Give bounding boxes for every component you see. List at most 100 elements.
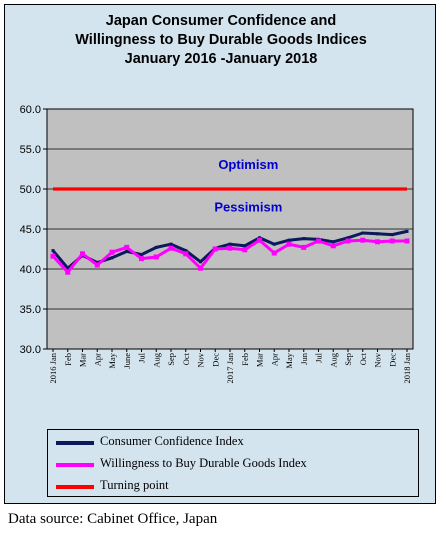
x-tick-label: Aug — [328, 352, 338, 367]
x-tick-label: May — [107, 352, 117, 368]
data-point-willingness-to-buy-durable-goods-index — [212, 246, 218, 252]
y-tick-label: 40.0 — [20, 264, 41, 276]
data-point-willingness-to-buy-durable-goods-index — [50, 253, 56, 259]
data-point-willingness-to-buy-durable-goods-index — [301, 244, 307, 250]
x-tick-label: Sep — [343, 353, 353, 366]
y-tick-label: 55.0 — [20, 144, 41, 156]
chart-frame: Japan Consumer Confidence and Willingness… — [4, 4, 436, 504]
x-tick-label: Oct — [181, 352, 191, 365]
data-point-consumer-confidence-index — [125, 249, 129, 253]
data-point-willingness-to-buy-durable-goods-index — [242, 247, 248, 253]
data-point-consumer-confidence-index — [376, 232, 379, 236]
data-point-willingness-to-buy-durable-goods-index — [198, 265, 203, 271]
data-point-willingness-to-buy-durable-goods-index — [375, 239, 380, 245]
y-tick-label: 30.0 — [20, 344, 41, 356]
x-tick-label: Sep — [166, 353, 176, 366]
x-tick-label: Dec — [387, 353, 397, 367]
data-source-note: Data source: Cabinet Office, Japan — [8, 511, 218, 527]
data-point-willingness-to-buy-durable-goods-index — [316, 238, 321, 244]
x-tick-label: Mar — [78, 353, 88, 367]
data-point-willingness-to-buy-durable-goods-index — [109, 249, 115, 255]
data-point-consumer-confidence-index — [390, 233, 394, 237]
x-tick-label: June — [122, 353, 132, 369]
legend-item-turning-point: Turning point — [54, 476, 414, 496]
data-point-consumer-confidence-index — [66, 266, 70, 270]
x-tick-label: 2016 Jan — [48, 352, 58, 383]
x-tick-label: Jun — [299, 352, 309, 365]
y-tick-label: 45.0 — [20, 224, 41, 236]
x-tick-label: Feb — [240, 353, 250, 366]
x-tick-label: Feb — [63, 353, 73, 366]
data-point-consumer-confidence-index — [361, 231, 365, 235]
data-point-consumer-confidence-index — [302, 237, 306, 241]
x-tick-label: Jul — [314, 352, 324, 363]
chart-title-line: January 2016 -January 2018 — [125, 51, 318, 67]
data-point-willingness-to-buy-durable-goods-index — [360, 237, 366, 243]
data-point-willingness-to-buy-durable-goods-index — [139, 256, 144, 262]
x-tick-label: May — [284, 352, 294, 368]
data-point-willingness-to-buy-durable-goods-index — [168, 245, 174, 251]
data-point-willingness-to-buy-durable-goods-index — [257, 237, 262, 243]
data-point-consumer-confidence-index — [287, 238, 291, 242]
data-point-willingness-to-buy-durable-goods-index — [80, 251, 85, 257]
x-tick-label: Nov — [196, 352, 206, 367]
legend-swatch-consumer-confidence — [56, 441, 94, 445]
data-point-consumer-confidence-index — [243, 244, 247, 248]
x-tick-label: 2018 Jan — [402, 352, 412, 383]
data-point-consumer-confidence-index — [228, 242, 232, 246]
data-point-consumer-confidence-index — [154, 245, 158, 249]
data-point-consumer-confidence-index — [184, 249, 188, 253]
x-tick-label: Apr — [269, 353, 279, 366]
x-tick-label: Aug — [151, 352, 161, 367]
data-point-consumer-confidence-index — [199, 260, 202, 264]
data-point-willingness-to-buy-durable-goods-index — [286, 241, 292, 247]
data-point-willingness-to-buy-durable-goods-index — [183, 251, 189, 257]
data-point-willingness-to-buy-durable-goods-index — [124, 244, 130, 250]
y-axis-ticks: 60.0 55.0 50.0 45.0 40.0 35.0 30.0 — [20, 104, 47, 356]
chart-title-line: Willingness to Buy Durable Goods Indices — [75, 32, 367, 48]
data-point-willingness-to-buy-durable-goods-index — [94, 262, 100, 268]
chart-title-line: Japan Consumer Confidence and — [106, 13, 336, 29]
y-tick-label: 35.0 — [20, 304, 41, 316]
x-axis-ticks: 2016 Jan Feb Mar Apr May June Jul Aug Sep Oct Nov D… — [48, 349, 412, 383]
legend: Consumer Confidence Index Willingness to… — [47, 429, 419, 497]
x-tick-label: Apr — [92, 353, 102, 366]
x-tick-label: Nov — [373, 352, 383, 367]
x-tick-label: Oct — [358, 352, 368, 365]
data-point-willingness-to-buy-durable-goods-index — [153, 254, 159, 260]
data-point-consumer-confidence-index — [169, 242, 173, 246]
data-point-consumer-confidence-index — [110, 256, 114, 260]
legend-swatch-willingness — [56, 463, 94, 467]
legend-label: Consumer Confidence Index — [100, 434, 244, 448]
data-point-willingness-to-buy-durable-goods-index — [404, 238, 410, 244]
data-point-consumer-confidence-index — [331, 240, 335, 244]
legend-label: Willingness to Buy Durable Goods Index — [100, 456, 307, 470]
annotation-optimism: Optimism — [218, 157, 278, 172]
legend-item-willingness: Willingness to Buy Durable Goods Index — [54, 454, 414, 474]
data-point-willingness-to-buy-durable-goods-index — [65, 269, 71, 275]
data-point-consumer-confidence-index — [51, 249, 55, 253]
annotations: Optimism Pessimism — [214, 157, 282, 214]
data-point-willingness-to-buy-durable-goods-index — [389, 238, 395, 244]
legend-label: Turning point — [100, 478, 169, 492]
data-point-consumer-confidence-index — [272, 242, 276, 246]
x-tick-label: 2017 Jan — [225, 352, 235, 383]
gridlines — [47, 108, 413, 350]
data-point-consumer-confidence-index — [140, 253, 143, 257]
annotation-pessimism: Pessimism — [214, 199, 282, 214]
data-point-consumer-confidence-index — [405, 229, 409, 233]
legend-item-consumer-confidence: Consumer Confidence Index — [54, 432, 414, 452]
data-point-consumer-confidence-index — [346, 236, 350, 240]
legend-swatch-turning-point — [56, 485, 94, 489]
data-point-willingness-to-buy-durable-goods-index — [227, 245, 233, 251]
data-point-willingness-to-buy-durable-goods-index — [345, 238, 351, 244]
chart-svg: Japan Consumer Confidence and Willingness… — [20, 13, 414, 383]
y-tick-label: 60.0 — [20, 104, 41, 116]
data-point-willingness-to-buy-durable-goods-index — [330, 243, 336, 249]
chart-title: Japan Consumer Confidence and Willingness… — [75, 13, 367, 67]
x-tick-label: Mar — [255, 353, 265, 367]
series — [50, 187, 410, 275]
data-point-willingness-to-buy-durable-goods-index — [271, 250, 277, 256]
y-tick-label: 50.0 — [20, 184, 41, 196]
x-tick-label: Dec — [210, 353, 220, 367]
